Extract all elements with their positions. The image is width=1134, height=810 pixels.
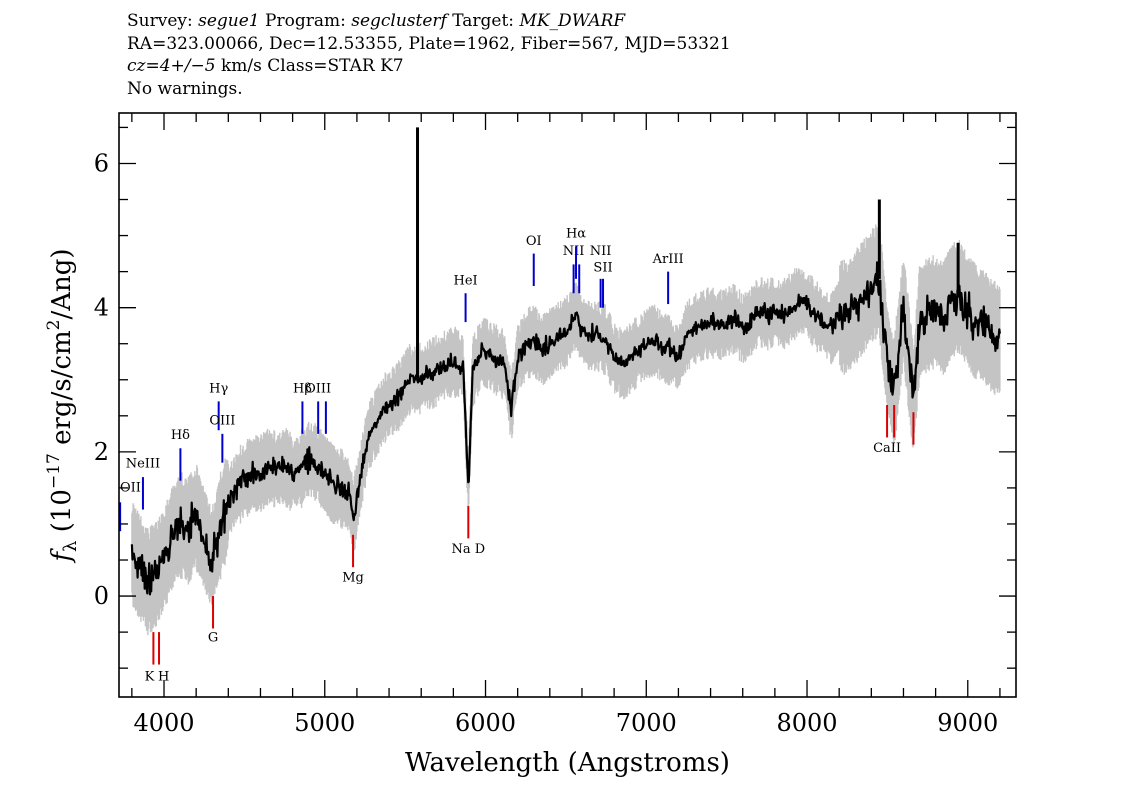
plot-frame xyxy=(118,112,1017,698)
survey-value: segue1 xyxy=(198,11,260,31)
y-axis-title-close: /Ang) xyxy=(47,248,77,319)
line-marker-label: ArIII xyxy=(652,252,684,267)
redshift-rest: km/s Class=STAR K7 xyxy=(215,56,404,76)
line-marker-label: G xyxy=(208,630,218,645)
header-line-1: Survey: segue1 Program: segclusterf Targ… xyxy=(127,10,731,33)
line-marker-label: Hβ xyxy=(293,382,312,397)
x-tick-label: 7000 xyxy=(616,709,677,737)
flux-series-line xyxy=(130,261,1001,596)
y-axis-title-mid: erg/s/cm xyxy=(47,330,77,453)
target-label: Target: xyxy=(452,11,515,31)
y-axis-title-sub: λ xyxy=(60,541,81,552)
line-marker-label: OIII xyxy=(305,382,331,397)
y-tick-label: 0 xyxy=(94,582,109,610)
line-marker-label: K xyxy=(145,669,155,684)
survey-label: Survey: xyxy=(127,11,193,31)
program-label: Program: xyxy=(265,11,346,31)
target-value: MK_DWARF xyxy=(519,11,626,31)
x-tick-label: 9000 xyxy=(937,709,998,737)
line-marker-label: Hγ xyxy=(209,382,228,397)
line-marker-label: OIII xyxy=(209,413,235,428)
redshift-value: cz=4+/−5 xyxy=(127,56,216,76)
line-marker-label: NII xyxy=(563,244,585,259)
y-axis-title-open: (10 xyxy=(47,489,77,541)
header-line-3: cz=4+/−5 km/s Class=STAR K7 xyxy=(127,55,731,78)
line-marker-label: Na D xyxy=(451,542,485,557)
header-line-4: No warnings. xyxy=(127,78,243,99)
y-axis-ticks: 0 2 4 6 xyxy=(94,126,1016,669)
line-marker-label: OII xyxy=(120,481,141,496)
program-value: segclusterf xyxy=(351,11,447,31)
y-tick-label: 2 xyxy=(94,438,109,466)
x-tick-label: 5000 xyxy=(294,709,355,737)
line-marker-label: NeIII xyxy=(126,457,160,472)
y-axis-title: fλ (10−17 erg/s/cm2/Ang) xyxy=(44,248,81,563)
y-axis-title-exp: −17 xyxy=(44,453,64,489)
x-axis-title: Wavelength (Angstroms) xyxy=(405,748,730,778)
x-tick-label: 4000 xyxy=(133,709,194,737)
x-tick-label: 8000 xyxy=(776,709,837,737)
line-marker-label: Mg xyxy=(342,571,364,586)
flux-spikes xyxy=(416,127,960,380)
line-marker-label: H xyxy=(158,669,169,684)
spectral-line-markers: OIINeIIIHδHγOIIIHβOIIIHeIOINIIHαNIISIIAr… xyxy=(119,227,915,684)
line-marker-label: OI xyxy=(526,234,542,249)
x-axis-ticks: 4000 5000 6000 7000 8000 9000 xyxy=(131,113,1001,737)
header-line-2: RA=323.00066, Dec=12.53355, Plate=1962, … xyxy=(127,33,731,54)
y-tick-label: 4 xyxy=(94,294,109,322)
y-axis-title-exp2: 2 xyxy=(44,320,64,331)
line-marker-label: SII xyxy=(593,261,612,276)
line-marker-label: CaII xyxy=(873,441,901,456)
line-marker-label: NII xyxy=(590,244,612,259)
y-tick-label: 6 xyxy=(94,149,109,177)
line-marker-label: HeI xyxy=(453,274,477,289)
line-marker-label: Hδ xyxy=(171,428,190,443)
line-marker-label: Hα xyxy=(566,227,586,242)
x-tick-label: 6000 xyxy=(455,709,516,737)
spectrum-header: Survey: segue1 Program: segclusterf Targ… xyxy=(127,10,731,100)
